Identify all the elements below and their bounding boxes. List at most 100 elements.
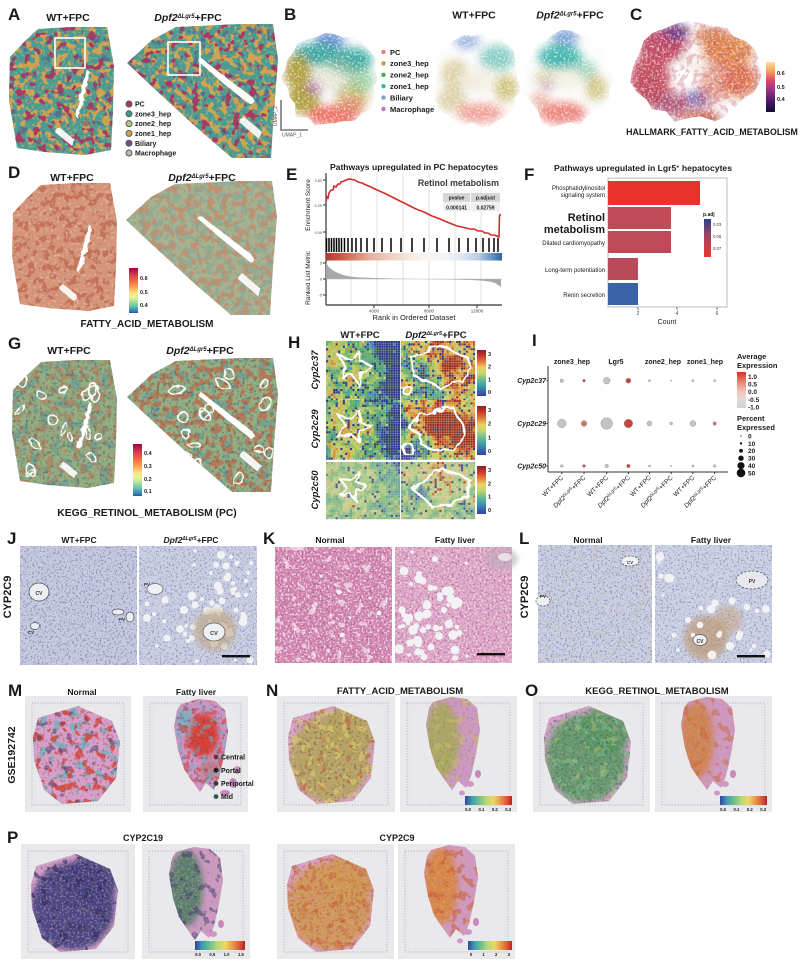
svg-text:0: 0 (488, 390, 491, 396)
svg-text:A: A (8, 5, 20, 24)
svg-text:WT+FPC: WT+FPC (61, 535, 96, 545)
svg-text:0.05: 0.05 (713, 234, 722, 239)
svg-text:KEGG_RETINOL_METABOLISM (PC): KEGG_RETINOL_METABOLISM (PC) (57, 508, 236, 519)
svg-text:I: I (532, 331, 537, 350)
svg-text:Normal: Normal (315, 535, 344, 545)
svg-text:-5: -5 (319, 294, 322, 298)
svg-text:Cyp2c50: Cyp2c50 (517, 464, 546, 471)
svg-text:Phosphatidylinositol: Phosphatidylinositol (552, 186, 605, 192)
svg-text:M: M (8, 681, 22, 700)
svg-text:0: 0 (488, 508, 491, 514)
svg-text:Fatty liver: Fatty liver (691, 535, 732, 545)
svg-text:-1.0: -1.0 (748, 404, 760, 411)
svg-text:CYP2C19: CYP2C19 (123, 833, 163, 843)
svg-text:5: 5 (320, 262, 322, 266)
svg-text:G: G (8, 334, 21, 353)
svg-text:K: K (263, 529, 276, 548)
svg-text:Cyp2c29: Cyp2c29 (517, 421, 546, 428)
svg-text:3: 3 (488, 352, 491, 358)
svg-text:Ranked List Metric: Ranked List Metric (305, 250, 312, 305)
svg-text:0.5: 0.5 (140, 290, 148, 296)
svg-text:Fatty liver: Fatty liver (435, 535, 476, 545)
svg-text:0.00: 0.00 (315, 231, 322, 235)
svg-text:CV: CV (697, 639, 705, 645)
svg-text:Dpf2ΔLgr5+FPC: Dpf2ΔLgr5+FPC (168, 172, 236, 184)
svg-text:12000: 12000 (471, 309, 484, 314)
svg-text:Dpf2ΔLgr5+FPC: Dpf2ΔLgr5+FPC (163, 535, 218, 545)
svg-text:0.5: 0.5 (748, 382, 757, 389)
svg-text:4: 4 (676, 311, 679, 317)
svg-text:N: N (266, 681, 278, 700)
svg-text:UMAP_2: UMAP_2 (273, 106, 279, 126)
svg-text:0.0: 0.0 (465, 807, 471, 812)
svg-text:0.50: 0.50 (315, 179, 322, 183)
svg-text:3: 3 (488, 408, 491, 414)
svg-text:CV: CV (36, 591, 44, 597)
svg-text:0.4: 0.4 (144, 451, 153, 457)
svg-text:Dpf2ΔLgr5+FPC: Dpf2ΔLgr5+FPC (536, 10, 604, 22)
svg-text:zone2_hep: zone2_hep (645, 359, 681, 366)
svg-text:0: 0 (488, 449, 491, 455)
svg-text:zone1_hep: zone1_hep (135, 131, 171, 138)
svg-text:2: 2 (495, 952, 498, 957)
svg-text:zone2_hep: zone2_hep (390, 71, 429, 80)
svg-text:Retinol metabolism: Retinol metabolism (418, 178, 499, 188)
svg-text:Cyp2c50: Cyp2c50 (310, 470, 321, 510)
svg-text:Long-term potentiation: Long-term potentiation (545, 268, 605, 274)
svg-text:p.adj: p.adj (703, 212, 715, 218)
svg-text:Biliary: Biliary (390, 93, 414, 102)
svg-text:WT+FPC: WT+FPC (47, 345, 91, 357)
svg-text:Renin secretion: Renin secretion (563, 293, 605, 299)
svg-text:Average: Average (737, 352, 766, 361)
svg-text:Portal: Portal (221, 768, 241, 775)
svg-text:Periportal: Periportal (221, 781, 254, 788)
svg-text:2: 2 (488, 422, 491, 428)
svg-text:CV: CV (28, 630, 34, 635)
svg-text:20: 20 (748, 448, 756, 455)
svg-text:Cyp2c37: Cyp2c37 (310, 350, 321, 390)
svg-text:PC: PC (135, 102, 145, 109)
svg-text:1: 1 (488, 435, 491, 441)
svg-text:0.0: 0.0 (195, 952, 201, 957)
svg-text:2: 2 (637, 311, 640, 317)
svg-text:H: H (288, 333, 300, 352)
svg-text:Normal: Normal (67, 687, 96, 697)
svg-text:WT+FPC: WT+FPC (340, 330, 379, 341)
svg-text:1.0: 1.0 (224, 952, 230, 957)
svg-text:0.3: 0.3 (760, 807, 766, 812)
svg-text:Pathways upregulated in PC hep: Pathways upregulated in PC hepatocytes (330, 162, 498, 172)
svg-text:0.5: 0.5 (209, 952, 215, 957)
svg-text:PC: PC (390, 48, 401, 57)
svg-text:Dilated cardiomyopathy: Dilated cardiomyopathy (542, 241, 605, 247)
svg-text:zone3_hep: zone3_hep (554, 359, 590, 366)
svg-text:J: J (7, 529, 16, 548)
svg-text:0.07: 0.07 (713, 246, 722, 251)
svg-text:O: O (525, 681, 538, 700)
svg-text:0: 0 (320, 278, 322, 282)
svg-text:zone2_hep: zone2_hep (135, 121, 171, 128)
svg-text:10: 10 (748, 441, 756, 448)
svg-text:WT+FPC: WT+FPC (46, 12, 90, 24)
svg-text:Central: Central (221, 755, 245, 762)
svg-text:30: 30 (748, 456, 756, 463)
svg-text:signaling system: signaling system (561, 193, 605, 199)
svg-text:p.adjust: p.adjust (476, 196, 496, 202)
svg-text:-0.5: -0.5 (748, 397, 760, 404)
svg-text:F: F (524, 165, 534, 184)
svg-text:KEGG_RETINOL_METABOLISM: KEGG_RETINOL_METABOLISM (585, 686, 728, 697)
svg-text:8000: 8000 (424, 309, 435, 314)
svg-text:Lgr5: Lgr5 (608, 359, 623, 366)
svg-text:2: 2 (488, 365, 491, 371)
svg-text:1.0: 1.0 (748, 374, 757, 381)
svg-text:L: L (519, 529, 529, 548)
svg-text:CYP2C9: CYP2C9 (519, 576, 531, 619)
svg-text:1: 1 (488, 377, 491, 383)
svg-text:WT+FPC: WT+FPC (50, 172, 94, 184)
svg-text:Normal: Normal (573, 535, 602, 545)
svg-text:CYP2C9: CYP2C9 (2, 576, 14, 619)
svg-text:50: 50 (748, 470, 756, 477)
svg-text:0.3: 0.3 (505, 807, 511, 812)
svg-text:0.4: 0.4 (140, 303, 149, 309)
svg-text:1.5: 1.5 (238, 952, 244, 957)
svg-text:zone1_hep: zone1_hep (687, 359, 723, 366)
